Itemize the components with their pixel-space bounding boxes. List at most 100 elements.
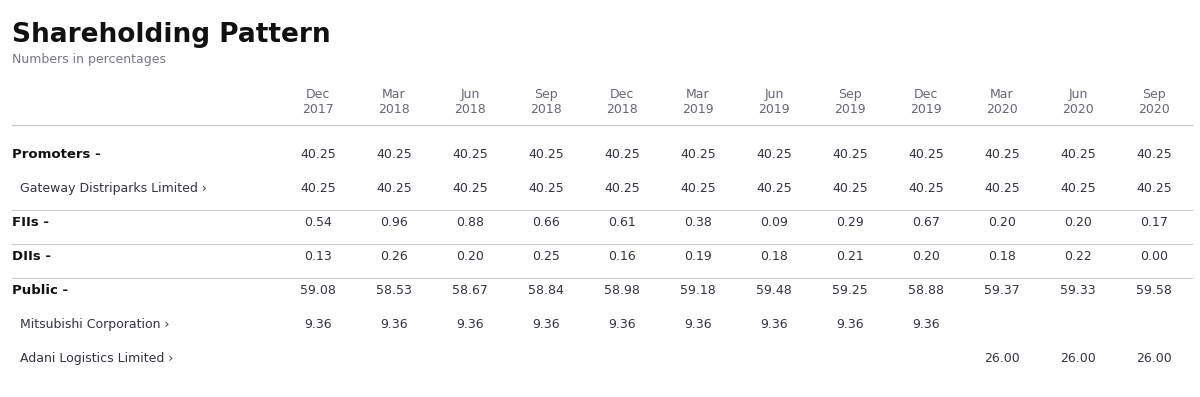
Text: 0.26: 0.26 xyxy=(380,250,408,263)
Text: Dec: Dec xyxy=(914,88,938,101)
Text: 0.20: 0.20 xyxy=(456,250,484,263)
Text: Sep: Sep xyxy=(838,88,862,101)
Text: 0.22: 0.22 xyxy=(1064,250,1092,263)
Text: 0.21: 0.21 xyxy=(836,250,864,263)
Text: 40.25: 40.25 xyxy=(300,148,336,161)
Text: 9.36: 9.36 xyxy=(532,318,560,331)
Text: 59.37: 59.37 xyxy=(984,284,1020,297)
Text: 2019: 2019 xyxy=(682,103,714,116)
Text: 40.25: 40.25 xyxy=(832,148,868,161)
Text: 2020: 2020 xyxy=(1138,103,1170,116)
Text: 0.67: 0.67 xyxy=(912,216,940,229)
Text: 59.48: 59.48 xyxy=(756,284,792,297)
Text: 58.88: 58.88 xyxy=(908,284,944,297)
Text: 0.19: 0.19 xyxy=(684,250,712,263)
Text: 40.25: 40.25 xyxy=(680,182,716,195)
Text: 40.25: 40.25 xyxy=(1136,182,1172,195)
Text: 58.98: 58.98 xyxy=(604,284,640,297)
Text: Mar: Mar xyxy=(686,88,710,101)
Text: 9.36: 9.36 xyxy=(380,318,408,331)
Text: 59.08: 59.08 xyxy=(300,284,336,297)
Text: 40.25: 40.25 xyxy=(1060,182,1096,195)
Text: 26.00: 26.00 xyxy=(1136,352,1172,365)
Text: 0.96: 0.96 xyxy=(380,216,408,229)
Text: Dec: Dec xyxy=(610,88,634,101)
Text: 40.25: 40.25 xyxy=(452,148,488,161)
Text: 0.13: 0.13 xyxy=(304,250,332,263)
Text: Gateway Distriparks Limited ›: Gateway Distriparks Limited › xyxy=(20,182,206,195)
Text: Mitsubishi Corporation ›: Mitsubishi Corporation › xyxy=(20,318,169,331)
Text: 9.36: 9.36 xyxy=(912,318,940,331)
Text: Jun: Jun xyxy=(764,88,784,101)
Text: Sep: Sep xyxy=(534,88,558,101)
Text: Mar: Mar xyxy=(990,88,1014,101)
Text: 0.20: 0.20 xyxy=(1064,216,1092,229)
Text: DIIs -: DIIs - xyxy=(12,250,50,263)
Text: 40.25: 40.25 xyxy=(756,148,792,161)
Text: 2020: 2020 xyxy=(1062,103,1094,116)
Text: 0.61: 0.61 xyxy=(608,216,636,229)
Text: 2018: 2018 xyxy=(454,103,486,116)
Text: 0.25: 0.25 xyxy=(532,250,560,263)
Text: 2017: 2017 xyxy=(302,103,334,116)
Text: 0.18: 0.18 xyxy=(760,250,788,263)
Text: 2019: 2019 xyxy=(910,103,942,116)
Text: Jun: Jun xyxy=(1068,88,1087,101)
Text: 9.36: 9.36 xyxy=(760,318,788,331)
Text: 9.36: 9.36 xyxy=(456,318,484,331)
Text: 9.36: 9.36 xyxy=(684,318,712,331)
Text: Dec: Dec xyxy=(306,88,330,101)
Text: Adani Logistics Limited ›: Adani Logistics Limited › xyxy=(20,352,173,365)
Text: 40.25: 40.25 xyxy=(832,182,868,195)
Text: 59.25: 59.25 xyxy=(832,284,868,297)
Text: Promoters -: Promoters - xyxy=(12,148,101,161)
Text: 0.29: 0.29 xyxy=(836,216,864,229)
Text: 40.25: 40.25 xyxy=(984,148,1020,161)
Text: 0.20: 0.20 xyxy=(988,216,1016,229)
Text: Jun: Jun xyxy=(461,88,480,101)
Text: 40.25: 40.25 xyxy=(680,148,716,161)
Text: 2019: 2019 xyxy=(834,103,866,116)
Text: 40.25: 40.25 xyxy=(604,182,640,195)
Text: FIIs -: FIIs - xyxy=(12,216,49,229)
Text: 58.67: 58.67 xyxy=(452,284,488,297)
Text: Numbers in percentages: Numbers in percentages xyxy=(12,53,166,66)
Text: 58.53: 58.53 xyxy=(376,284,412,297)
Text: 40.25: 40.25 xyxy=(452,182,488,195)
Text: 40.25: 40.25 xyxy=(604,148,640,161)
Text: 2018: 2018 xyxy=(378,103,410,116)
Text: 40.25: 40.25 xyxy=(984,182,1020,195)
Text: 0.09: 0.09 xyxy=(760,216,788,229)
Text: 2019: 2019 xyxy=(758,103,790,116)
Text: 9.36: 9.36 xyxy=(304,318,332,331)
Text: 59.33: 59.33 xyxy=(1060,284,1096,297)
Text: 40.25: 40.25 xyxy=(376,182,412,195)
Text: 0.18: 0.18 xyxy=(988,250,1016,263)
Text: 0.17: 0.17 xyxy=(1140,216,1168,229)
Text: 40.25: 40.25 xyxy=(1136,148,1172,161)
Text: 58.84: 58.84 xyxy=(528,284,564,297)
Text: 40.25: 40.25 xyxy=(528,148,564,161)
Text: 2018: 2018 xyxy=(530,103,562,116)
Text: 40.25: 40.25 xyxy=(908,148,944,161)
Text: 40.25: 40.25 xyxy=(908,182,944,195)
Text: Public -: Public - xyxy=(12,284,68,297)
Text: 40.25: 40.25 xyxy=(376,148,412,161)
Text: 40.25: 40.25 xyxy=(528,182,564,195)
Text: Shareholding Pattern: Shareholding Pattern xyxy=(12,22,331,48)
Text: 40.25: 40.25 xyxy=(756,182,792,195)
Text: 59.18: 59.18 xyxy=(680,284,716,297)
Text: 40.25: 40.25 xyxy=(1060,148,1096,161)
Text: 0.88: 0.88 xyxy=(456,216,484,229)
Text: 2020: 2020 xyxy=(986,103,1018,116)
Text: Mar: Mar xyxy=(382,88,406,101)
Text: 9.36: 9.36 xyxy=(836,318,864,331)
Text: Sep: Sep xyxy=(1142,88,1166,101)
Text: 0.20: 0.20 xyxy=(912,250,940,263)
Text: 26.00: 26.00 xyxy=(1060,352,1096,365)
Text: 0.00: 0.00 xyxy=(1140,250,1168,263)
Text: 9.36: 9.36 xyxy=(608,318,636,331)
Text: 26.00: 26.00 xyxy=(984,352,1020,365)
Text: 0.54: 0.54 xyxy=(304,216,332,229)
Text: 0.38: 0.38 xyxy=(684,216,712,229)
